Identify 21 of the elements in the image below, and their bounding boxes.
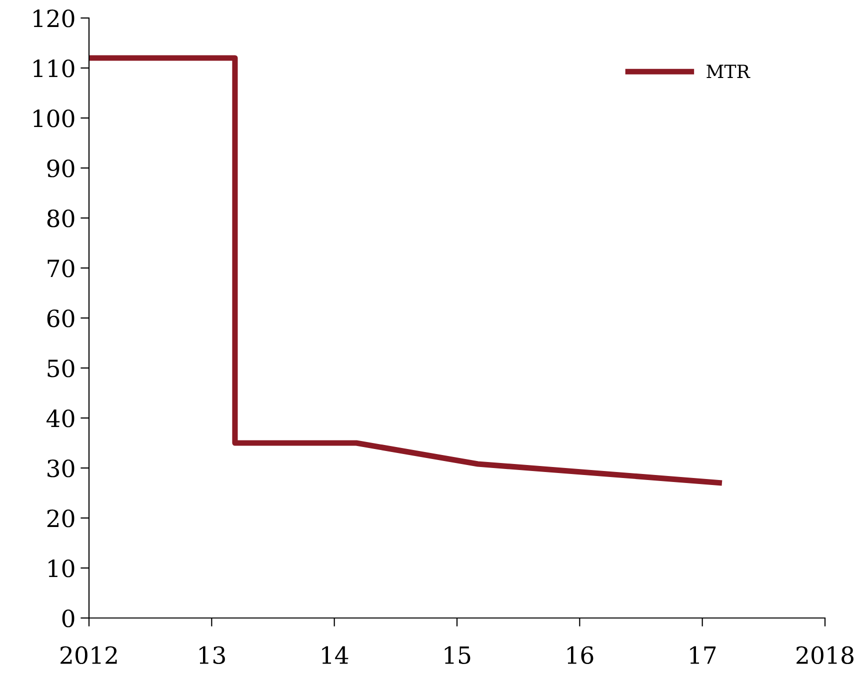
legend-label: MTR: [706, 64, 750, 78]
y-tick-label: 40: [46, 409, 74, 428]
x-tick-label: 15: [444, 646, 470, 664]
y-tick-label: 120: [34, 9, 74, 28]
x-tick-label: 17: [690, 646, 716, 664]
y-tick-label: 50: [48, 359, 74, 378]
y-tick-label: 100: [34, 109, 74, 128]
x-tick-label: 16: [568, 646, 594, 664]
x-tick-label: 2018: [796, 646, 854, 664]
y-tick-label: 10: [48, 559, 74, 578]
y-tick-label: 30: [48, 459, 74, 478]
x-tick-label: 2012: [60, 646, 117, 664]
x-tick-label: 14: [322, 646, 348, 664]
y-tick-label: 110: [34, 59, 74, 78]
x-tick-label: 13: [200, 646, 225, 664]
y-tick-label: 80: [47, 209, 74, 228]
y-tick-label: 70: [48, 259, 74, 278]
y-tick-label: 90: [47, 159, 74, 178]
y-tick-label: 20: [47, 509, 74, 528]
y-tick-label: 60: [47, 309, 74, 328]
y-tick-label: 0: [62, 609, 74, 628]
